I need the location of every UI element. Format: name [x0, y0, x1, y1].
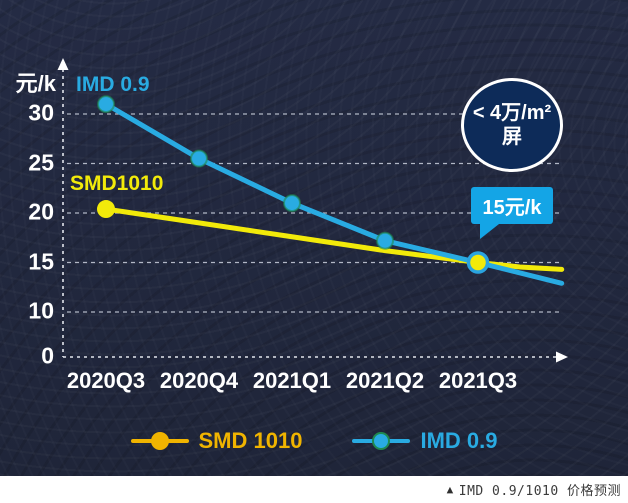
caption-text: IMD 0.9/1010 价格预测: [458, 484, 621, 499]
chart-canvas: [57, 58, 568, 363]
spec-badge-line2: 屏: [502, 126, 522, 148]
caption-triangle-icon: ▲: [446, 483, 454, 496]
y-axis-unit-label: 元/k: [15, 71, 56, 96]
spec-badge-line1: < 4万/m²: [472, 102, 552, 124]
price-callout-bubble: 15元/k: [471, 187, 553, 239]
data-point-imd09-2020Q3: [97, 95, 115, 114]
series-label-smd: SMD1010: [70, 172, 164, 195]
legend-label-imd: IMD 0.9: [420, 428, 498, 453]
data-point-smd1010-2021Q3: [466, 251, 490, 274]
x-tick-label: 2021Q1: [252, 368, 332, 393]
y-tick-label: 10: [28, 297, 54, 324]
spec-badge: < 4万/m² 屏: [461, 78, 563, 172]
chart-panel: 元/k IMD 0.9 SMD1010 30 25 20 15 10 0 2020Q3 20…: [0, 0, 628, 476]
series-label-imd: IMD 0.9: [76, 73, 150, 96]
x-tick-label: 2021Q2: [345, 368, 425, 393]
price-callout-text: 15元/k: [482, 197, 542, 219]
series-line-smd1010: [103, 206, 565, 272]
x-tick-label: 2020Q3: [66, 368, 146, 393]
x-tick-labels: 2020Q3 2020Q4 2021Q1 2021Q2 2021Q3: [0, 368, 628, 398]
data-point-smd1010-2020Q3: [97, 200, 115, 219]
legend-label-smd: SMD 1010: [198, 428, 303, 453]
y-axis-arrow-icon: [57, 58, 69, 70]
data-point-imd09-2021Q1: [283, 194, 301, 213]
x-tick-label: 2020Q4: [159, 368, 239, 393]
y-tick-label: 20: [28, 198, 54, 225]
legend-item-imd09: IMD 0.9: [352, 428, 497, 454]
y-tick-label: 25: [28, 148, 54, 175]
data-point-imd09-2020Q4: [190, 149, 208, 168]
legend-line-swatch-imd: [352, 432, 411, 450]
legend-item-smd1010: SMD 1010: [130, 428, 303, 454]
data-point-imd09-2021Q2: [376, 231, 394, 250]
legend-dot-smd: [150, 432, 169, 450]
caption-bar: ▲ IMD 0.9/1010 价格预测: [0, 476, 628, 503]
x-tick-label: 2021Q3: [438, 368, 518, 393]
legend-line-swatch-smd: [130, 432, 189, 450]
y-tick-label: 15: [28, 247, 54, 274]
x-axis-arrow-icon: [556, 351, 568, 363]
legend-dot-imd: [372, 432, 391, 450]
legend: SMD 1010 IMD 0.9: [0, 428, 628, 454]
y-tick-label: 30: [28, 99, 54, 126]
y-tick-label: 0: [41, 342, 54, 369]
series-line-imd09: [103, 101, 565, 286]
